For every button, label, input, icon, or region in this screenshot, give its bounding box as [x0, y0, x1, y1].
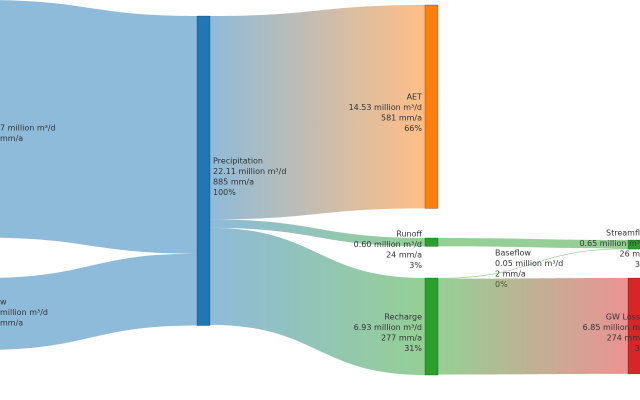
link — [210, 5, 425, 220]
node-label: 31% — [404, 344, 422, 353]
node-label: 274 mm — [607, 334, 640, 343]
node — [627, 239, 640, 250]
node-label: 7 million m³/d — [0, 124, 56, 133]
node-label: 100% — [213, 188, 236, 197]
link-label: Baseflow — [495, 249, 531, 258]
node-label: 581 mm/a — [381, 114, 422, 123]
node-label: 3 — [635, 344, 640, 353]
node-label: mm/a — [0, 319, 23, 328]
node — [424, 4, 439, 209]
node-label: 3% — [409, 261, 422, 270]
link — [438, 278, 628, 375]
node — [424, 277, 439, 376]
node-label: 0.65 million m³ — [579, 239, 640, 248]
link — [438, 238, 628, 249]
node-label: 66% — [404, 124, 422, 133]
node-label: mm/a — [0, 134, 23, 143]
node-label: 885 mm/a — [213, 178, 254, 187]
node — [196, 15, 211, 326]
node — [627, 277, 640, 375]
link — [0, 253, 197, 350]
link-label: 2 mm/a — [495, 270, 526, 279]
node-label: Precipitation — [213, 157, 263, 166]
node-label: Recharge — [384, 313, 422, 322]
link-label: 0.05 million m³/d — [495, 259, 563, 268]
node-label: 14.53 million m³/d — [349, 103, 422, 112]
node-label: AET — [407, 93, 423, 102]
node-label: 24 mm/a — [386, 251, 422, 260]
node-label: 3 — [635, 260, 640, 269]
node-label: 6.93 million m³/d — [354, 323, 422, 332]
node-label: 277 mm/a — [381, 334, 422, 343]
node-label: Streamfl — [606, 229, 640, 238]
node-label: 22.11 million m³/d — [213, 167, 286, 176]
node-label: w — [0, 298, 7, 307]
link — [0, 0, 197, 254]
node — [424, 237, 439, 247]
link — [210, 219, 425, 247]
link — [210, 227, 425, 376]
node-label: 26 m — [619, 250, 640, 259]
node-label: GW Loss — [606, 313, 640, 322]
link — [438, 248, 628, 279]
node-label: million m³/d — [0, 308, 48, 317]
node-label: Runoff — [396, 230, 422, 239]
node-label: 0.60 million m³/d — [354, 240, 422, 249]
node-label: 6.85 million m — [583, 323, 640, 332]
